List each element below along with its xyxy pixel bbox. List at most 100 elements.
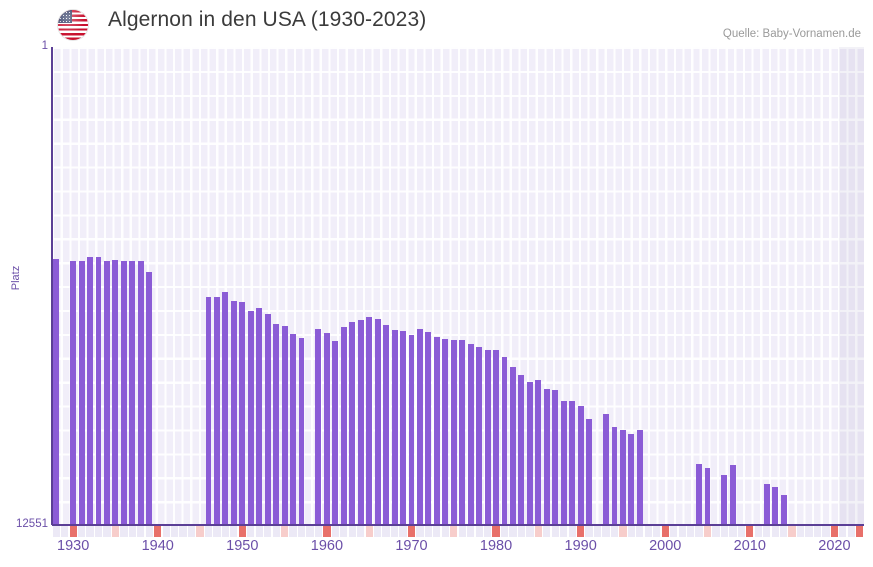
bar-1969[interactable]: [400, 330, 406, 525]
x-tick-1953: [264, 526, 272, 537]
x-axis-label-2020: 2020: [818, 538, 851, 554]
x-tick-2023: [856, 526, 864, 537]
bar-1933[interactable]: [95, 256, 102, 525]
bar-1953[interactable]: [264, 314, 271, 525]
bar-1971[interactable]: [416, 329, 423, 525]
x-tick-1971: [416, 526, 424, 537]
bar-1928[interactable]: [53, 258, 60, 525]
x-tick-2007: [720, 526, 729, 537]
bar-1936[interactable]: [120, 260, 127, 525]
bar-1948[interactable]: [222, 292, 229, 525]
bar-1950[interactable]: [239, 302, 246, 525]
x-axis-label-1980: 1980: [479, 538, 513, 554]
bar-1949[interactable]: [230, 301, 237, 525]
bar-1962[interactable]: [340, 327, 347, 525]
bar-2013[interactable]: [772, 486, 779, 525]
x-tick-1937: [128, 526, 136, 537]
bar-1995[interactable]: [619, 429, 626, 525]
x-tick-1947: [213, 526, 221, 537]
bar-1976[interactable]: [459, 340, 466, 525]
x-tick-2016: [796, 526, 805, 537]
x-tick-2005: [703, 526, 712, 537]
bar-1947[interactable]: [213, 297, 220, 525]
bar-1985[interactable]: [535, 379, 542, 525]
x-tick-1963: [348, 526, 356, 537]
bar-1937[interactable]: [129, 260, 136, 525]
bar-1955[interactable]: [281, 326, 288, 525]
x-tick-2010: [746, 526, 754, 537]
bar-2008[interactable]: [729, 464, 736, 525]
x-tick-1929: [61, 526, 69, 537]
bar-1979[interactable]: [484, 350, 491, 525]
bar-1931[interactable]: [78, 260, 85, 525]
x-tick-1976: [458, 526, 466, 537]
bar-1986[interactable]: [543, 389, 550, 525]
bar-1951[interactable]: [247, 311, 254, 525]
flag-canton: [58, 10, 72, 23]
bar-2012[interactable]: [763, 483, 770, 525]
bar-1954[interactable]: [273, 324, 280, 525]
x-tick-2022: [847, 526, 855, 537]
bar-1956[interactable]: [290, 334, 296, 525]
bar-1991[interactable]: [586, 418, 593, 525]
bar-1930[interactable]: [70, 260, 77, 525]
x-tick-2020: [830, 526, 839, 537]
bar-1966[interactable]: [374, 318, 381, 525]
bar-1970[interactable]: [408, 335, 415, 525]
bar-1981[interactable]: [501, 357, 508, 525]
bar-1952[interactable]: [256, 307, 263, 525]
bar-1994[interactable]: [611, 427, 618, 525]
bar-1988[interactable]: [560, 401, 567, 525]
x-tick-2018: [813, 526, 822, 537]
bar-1987[interactable]: [552, 390, 559, 525]
x-axis-label-2000: 2000: [649, 538, 682, 554]
bar-2007[interactable]: [721, 474, 728, 525]
bar-1973[interactable]: [433, 337, 440, 525]
bar-1964[interactable]: [357, 319, 364, 525]
bar-1957[interactable]: [298, 338, 305, 525]
bar-1938[interactable]: [137, 260, 144, 525]
bar-1980[interactable]: [493, 350, 499, 525]
bar-1961[interactable]: [332, 340, 339, 525]
bar-1997[interactable]: [636, 429, 643, 525]
bar-1934[interactable]: [104, 260, 110, 525]
x-tick-1946: [204, 526, 213, 537]
x-tick-1987: [551, 526, 559, 537]
x-tick-1995: [619, 526, 627, 537]
bar-1982[interactable]: [510, 367, 516, 525]
bar-2014[interactable]: [780, 494, 787, 525]
x-tick-1996: [627, 526, 636, 537]
bar-1959[interactable]: [315, 329, 322, 525]
x-tick-1991: [585, 526, 593, 537]
bar-1996[interactable]: [628, 434, 635, 525]
x-tick-1985: [534, 526, 542, 537]
bar-1963[interactable]: [349, 321, 356, 525]
bar-1977[interactable]: [467, 344, 474, 525]
bar-1935[interactable]: [112, 259, 119, 525]
bar-1946[interactable]: [205, 297, 212, 525]
x-tick-1974: [441, 526, 449, 537]
bar-1978[interactable]: [476, 347, 483, 525]
bar-1993[interactable]: [603, 414, 609, 525]
x-tick-1939: [145, 526, 153, 537]
x-tick-2009: [737, 526, 745, 537]
bar-1939[interactable]: [146, 271, 153, 525]
x-tick-2014: [780, 526, 788, 537]
bar-1990[interactable]: [577, 405, 584, 525]
bar-2005[interactable]: [704, 467, 711, 525]
bar-1960[interactable]: [323, 333, 330, 525]
plot-area: [52, 47, 864, 525]
us-flag-icon: [58, 10, 88, 40]
bar-1984[interactable]: [526, 381, 533, 525]
bar-1989[interactable]: [569, 401, 576, 525]
bar-1972[interactable]: [425, 331, 432, 525]
bar-1974[interactable]: [442, 339, 449, 525]
bar-1968[interactable]: [391, 329, 398, 525]
bar-1983[interactable]: [518, 375, 525, 525]
bar-2004[interactable]: [696, 463, 702, 525]
x-axis-labels: 1930 1940 1950 1960 1970 1980 1990 2000 2010 2020: [0, 538, 873, 562]
bar-1965[interactable]: [366, 317, 373, 525]
bar-1932[interactable]: [87, 256, 93, 525]
bar-1967[interactable]: [383, 325, 390, 525]
bar-1975[interactable]: [450, 340, 457, 525]
